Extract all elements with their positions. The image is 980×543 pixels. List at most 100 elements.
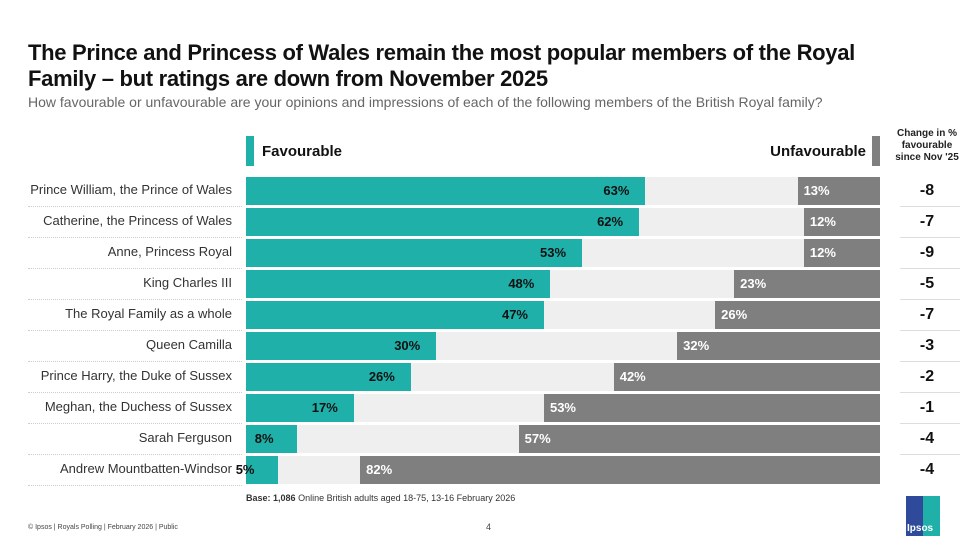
favourable-value: 5% (235, 462, 255, 477)
favourable-value: 47% (501, 307, 528, 322)
change-divider (900, 206, 960, 207)
row-divider (28, 268, 242, 269)
unfavourable-bar (797, 177, 880, 205)
unfavourable-bar (360, 456, 880, 484)
favourable-bar (246, 425, 297, 453)
chart-title: The Prince and Princess of Wales remain … (28, 40, 855, 91)
unfavourable-value: 82% (366, 462, 393, 477)
chart-row: King Charles III 48% 23% -5 (0, 269, 980, 300)
unfavourable-value: 42% (619, 369, 646, 384)
change-value: -2 (919, 368, 935, 385)
legend-favourable-label: Favourable (262, 142, 343, 160)
unfavourable-bar (803, 239, 880, 267)
favourable-bar (246, 332, 437, 360)
change-divider (900, 299, 960, 300)
change-value: -4 (919, 461, 935, 478)
category-label: King Charles III (143, 275, 232, 290)
category-label: Prince Harry, the Duke of Sussex (40, 368, 232, 383)
unfavourable-value: 53% (549, 400, 576, 415)
chart-subtitle: How favourable or unfavourable are your … (28, 94, 823, 110)
page-number: 4 (486, 522, 492, 532)
unfavourable-swatch (872, 136, 880, 166)
chart-row: Catherine, the Princess of Wales 62% 12%… (0, 207, 980, 238)
unfavourable-value: 23% (740, 276, 767, 291)
chart-row: Meghan, the Duchess of Sussex 17% 53% -1 (0, 393, 980, 424)
unfavourable-bar (677, 332, 880, 360)
favourable-bar (246, 239, 583, 267)
change-divider (900, 268, 960, 269)
row-divider (28, 299, 242, 300)
chart-row: Andrew Mountbatten-Windsor 5% 82% -4 (0, 455, 980, 486)
change-value: -9 (919, 244, 935, 261)
unfavourable-value: 57% (524, 431, 551, 446)
change-value: -3 (919, 337, 935, 354)
unfavourable-bar (518, 425, 880, 453)
chart-row: Queen Camilla 30% 32% -3 (0, 331, 980, 362)
category-label: Queen Camilla (146, 337, 232, 352)
change-divider (900, 361, 960, 362)
favourable-value: 30% (394, 338, 421, 353)
row-divider (28, 361, 242, 362)
favourable-bar (246, 177, 646, 205)
favourable-bar (246, 270, 551, 298)
unfavourable-value: 13% (803, 183, 830, 198)
row-divider (28, 330, 242, 331)
category-label: Catherine, the Princess of Wales (43, 213, 232, 228)
row-divider (28, 423, 242, 424)
favourable-value: 26% (368, 369, 395, 384)
favourable-bar (246, 301, 544, 329)
chart-row: Prince Harry, the Duke of Sussex 26% 42%… (0, 362, 980, 393)
change-value: -4 (919, 430, 935, 447)
unfavourable-bar (803, 208, 880, 236)
base-text: Online British adults aged 18-75, 13-16 … (298, 493, 516, 503)
base-n: 1,086 (273, 493, 296, 503)
ipsos-logo: Ipsos (906, 496, 940, 536)
category-label: Anne, Princess Royal (107, 244, 232, 259)
base-label: Base: (246, 493, 271, 503)
change-divider (900, 330, 960, 331)
unfavourable-value: 32% (683, 338, 710, 353)
category-label: Sarah Ferguson (138, 430, 232, 445)
change-value: -7 (919, 213, 935, 230)
change-value: -5 (919, 275, 935, 292)
chart-row: Prince William, the Prince of Wales 63% … (0, 176, 980, 207)
favourable-value: 53% (540, 245, 567, 260)
chart-row: The Royal Family as a whole 47% 26% -7 (0, 300, 980, 331)
row-divider (28, 206, 242, 207)
change-divider (900, 454, 960, 455)
unfavourable-bar (715, 301, 880, 329)
category-label: The Royal Family as a whole (65, 306, 232, 321)
change-value: -8 (919, 182, 935, 199)
favourable-value: 62% (597, 214, 624, 229)
favourable-bar (246, 208, 640, 236)
unfavourable-bar (613, 363, 880, 391)
change-divider (900, 237, 960, 238)
legend-unfavourable-label: Unfavourable (770, 142, 866, 160)
change-value: -1 (919, 399, 935, 416)
unfavourable-value: 26% (721, 307, 748, 322)
unfavourable-bar (543, 394, 880, 422)
favourable-bar (246, 456, 278, 484)
category-label: Andrew Mountbatten-Windsor (60, 461, 232, 476)
row-divider (28, 392, 242, 393)
base-note: Base: 1,086 Online British adults aged 1… (246, 493, 515, 503)
change-value: -7 (919, 306, 935, 323)
favourable-value: 17% (311, 400, 338, 415)
row-divider (28, 237, 242, 238)
favourable-value: 48% (508, 276, 535, 291)
unfavourable-bar (734, 270, 880, 298)
favourable-bar (246, 394, 354, 422)
chart-row: Sarah Ferguson 8% 57% -4 (0, 424, 980, 455)
legend-favourable: Favourable (246, 136, 342, 166)
category-label: Meghan, the Duchess of Sussex (44, 399, 232, 414)
category-label: Prince William, the Prince of Wales (30, 182, 232, 197)
unfavourable-value: 12% (809, 214, 836, 229)
row-divider (28, 485, 242, 486)
legend-unfavourable: Unfavourable (770, 136, 880, 166)
favourable-bar (246, 363, 411, 391)
unfavourable-value: 12% (809, 245, 836, 260)
chart-row: Anne, Princess Royal 53% 12% -9 (0, 238, 980, 269)
row-divider (28, 454, 242, 455)
change-divider (900, 392, 960, 393)
